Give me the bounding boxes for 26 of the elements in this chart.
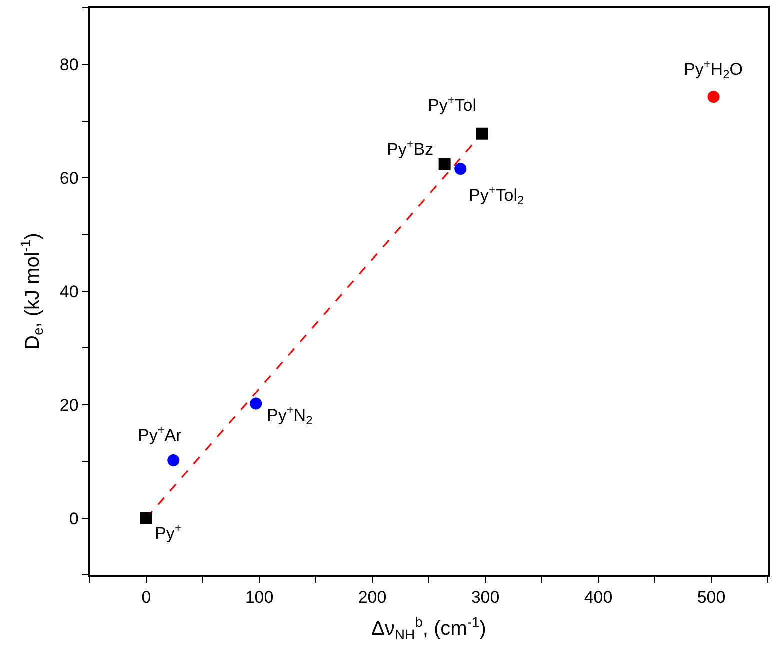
y-tick-label: 20 xyxy=(60,396,79,415)
x-tick-label: 200 xyxy=(358,588,387,608)
point xyxy=(250,398,262,410)
annotation: Py$^{+}$Bz xyxy=(387,137,434,160)
annotation: Py$^{+}$N$_{2}$ xyxy=(267,403,314,428)
x-tick-label: 100 xyxy=(245,588,274,608)
x-axis-title: Δν$_{NH}$$^{b}$, (cm$^{-1}$) xyxy=(372,614,486,642)
x-tick-label: 0 xyxy=(142,588,152,608)
point xyxy=(708,91,720,104)
annotation: Py$^{+}$Ar xyxy=(138,423,182,446)
annotation: Py$^{+}$H$_{2}$O xyxy=(684,57,743,82)
x-tick-label: 400 xyxy=(584,588,613,608)
annotation: Py$^{+}$Tol xyxy=(428,93,477,116)
point xyxy=(476,128,488,140)
x-tick-label: 500 xyxy=(697,588,726,608)
point xyxy=(454,163,467,176)
y-tick-label: 40 xyxy=(60,282,79,302)
point xyxy=(438,158,451,170)
y-tick-label: 80 xyxy=(60,56,79,75)
x-tick-label: 300 xyxy=(471,588,500,608)
point xyxy=(140,512,152,524)
y-tick-label: 0 xyxy=(69,509,79,528)
annotation: Py$^{+}$Tol$_{2}$ xyxy=(469,183,525,208)
y-tick-label: 60 xyxy=(60,169,79,188)
point xyxy=(168,454,180,466)
annotation: Py$^{+}$ xyxy=(155,521,182,544)
